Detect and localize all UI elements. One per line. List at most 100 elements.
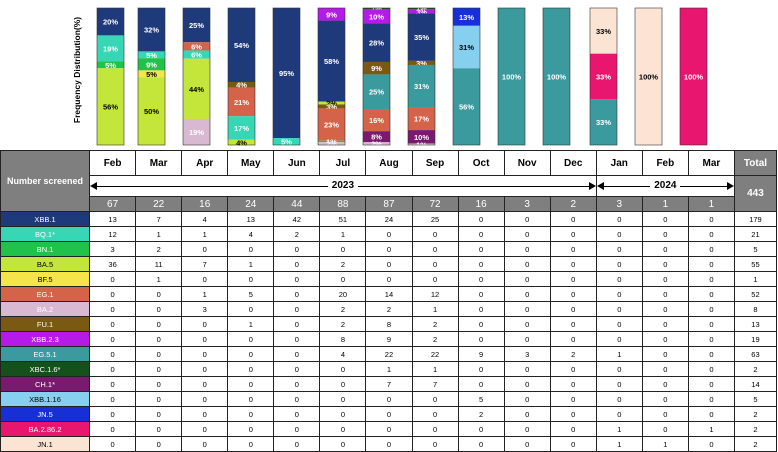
variant-count: 2: [319, 256, 367, 272]
monthly-count: 72: [411, 196, 459, 212]
bar-segment-jn-5: [453, 8, 480, 26]
bar-segment-xbb-1: [183, 8, 210, 43]
monthly-count: 88: [319, 196, 367, 212]
bar-segment-xbc-1-6-: [363, 8, 390, 10]
bar-segment-bq-1-: [228, 116, 255, 140]
variant-count: 0: [319, 391, 367, 407]
bar-segment-label: 17%: [414, 115, 429, 124]
bar-outline: [317, 7, 346, 146]
variant-count: 0: [503, 301, 551, 317]
variant-count: 0: [549, 376, 597, 392]
variant-count: 0: [273, 286, 321, 302]
variant-count: 0: [411, 271, 459, 287]
variant-count: 2: [457, 406, 505, 422]
variant-count: 1: [595, 346, 643, 362]
variant-count: 0: [181, 316, 229, 332]
variant-count: 1: [687, 421, 735, 437]
variant-count: 0: [135, 436, 183, 452]
total-header: Total: [733, 150, 778, 176]
bar-segment-label: 25%: [369, 88, 384, 97]
monthly-count: 3: [503, 196, 551, 212]
variant-count: 0: [503, 436, 551, 452]
variant-count: 36: [89, 256, 137, 272]
variant-count: 7: [411, 376, 459, 392]
bar-segment-label: 2%: [326, 140, 337, 149]
variant-count: 0: [457, 316, 505, 332]
variant-count: 0: [549, 286, 597, 302]
variant-count: 0: [135, 361, 183, 377]
bar-segment-ch-1-: [363, 131, 390, 143]
bar-segment-fu-1: [408, 60, 435, 65]
monthly-count: 16: [181, 196, 229, 212]
variant-count: 0: [273, 316, 321, 332]
monthly-count: 16: [457, 196, 505, 212]
variant-count: 0: [227, 241, 275, 257]
variant-count: 0: [549, 226, 597, 242]
bar-segment-eg-5-1: [590, 99, 617, 145]
variant-count: 0: [457, 256, 505, 272]
bar-segment-bf-5: [138, 70, 165, 78]
bar-segment-ba-2: [363, 142, 390, 145]
bar-segment-ba-2-86-2: [680, 8, 707, 145]
bar-segment-ba-5: [228, 139, 255, 145]
variant-count: 0: [365, 406, 413, 422]
bar-segment-eg-1: [408, 107, 435, 131]
month-header: May: [227, 150, 275, 176]
bar-outline: [497, 7, 526, 146]
variant-count: 0: [227, 331, 275, 347]
variant-total: 5: [733, 241, 778, 257]
bar-segment-bn-1: [138, 58, 165, 71]
variant-count: 0: [89, 376, 137, 392]
variant-count: 3: [503, 346, 551, 362]
month-header: Mar: [135, 150, 183, 176]
variant-count: 8: [319, 331, 367, 347]
variant-count: 0: [89, 421, 137, 437]
variant-count: 0: [135, 316, 183, 332]
bar-segment-label: 2%: [371, 140, 382, 149]
variant-count: 0: [549, 241, 597, 257]
bar-segment-jn-1: [635, 8, 662, 145]
bar-segment-eg-1: [363, 109, 390, 132]
variant-count: 0: [411, 241, 459, 257]
variant-count: 0: [549, 256, 597, 272]
bar-segment-label: 10%: [369, 12, 384, 21]
bar-segment-ba-2: [183, 118, 210, 145]
variant-count: 0: [89, 271, 137, 287]
variant-count: 0: [595, 316, 643, 332]
variant-count: 0: [89, 301, 137, 317]
variant-total: 8: [733, 301, 778, 317]
variant-total: 1: [733, 271, 778, 287]
variant-count: 0: [89, 436, 137, 452]
bar-segment-fu-1: [318, 104, 345, 109]
bar-segment-label: 31%: [459, 43, 474, 52]
variant-total: 13: [733, 316, 778, 332]
table-row: XBB.1.16 0 0 0 0 0 0 0 0 5 0 0 0 0 0 5: [0, 391, 778, 407]
variant-count: 0: [687, 436, 735, 452]
bar-segment-jn-1: [590, 8, 617, 54]
variant-count: 0: [181, 361, 229, 377]
bar-segment-label: 54%: [234, 41, 249, 50]
variant-count: 0: [181, 241, 229, 257]
month-header: Aug: [365, 150, 413, 176]
variant-count: 0: [411, 226, 459, 242]
table-row: BQ.1* 12 1 1 4 2 1 0 0 0 0 0 0 0 0 21: [0, 226, 778, 242]
bar-segment-label: 5%: [281, 138, 292, 147]
variant-count: 13: [227, 211, 275, 227]
bar-segment-label: 25%: [189, 21, 204, 30]
variant-count: 0: [595, 376, 643, 392]
year-row: 2023 2024 443: [1, 175, 778, 212]
variant-count: 0: [595, 361, 643, 377]
variant-count: 0: [687, 286, 735, 302]
table-row: BA.2.86.2 0 0 0 0 0 0 0 0 0 0 0 1 0 1 2: [0, 421, 778, 437]
table-row: JN.5 0 0 0 0 0 0 0 0 2 0 0 0 0 0 2: [0, 406, 778, 422]
variant-count: 0: [135, 346, 183, 362]
month-header: Oct: [457, 150, 505, 176]
variant-count: 3: [89, 241, 137, 257]
variant-count: 0: [641, 421, 689, 437]
variant-count: 0: [687, 226, 735, 242]
variant-count: 0: [365, 226, 413, 242]
bar-segment-label: 100%: [639, 73, 659, 82]
table-row: XBC.1.6* 0 0 0 0 0 0 1 1 0 0 0 0 0 0 2: [0, 361, 778, 377]
variant-count: 1: [411, 361, 459, 377]
bar-segment-eg-1: [318, 108, 345, 141]
